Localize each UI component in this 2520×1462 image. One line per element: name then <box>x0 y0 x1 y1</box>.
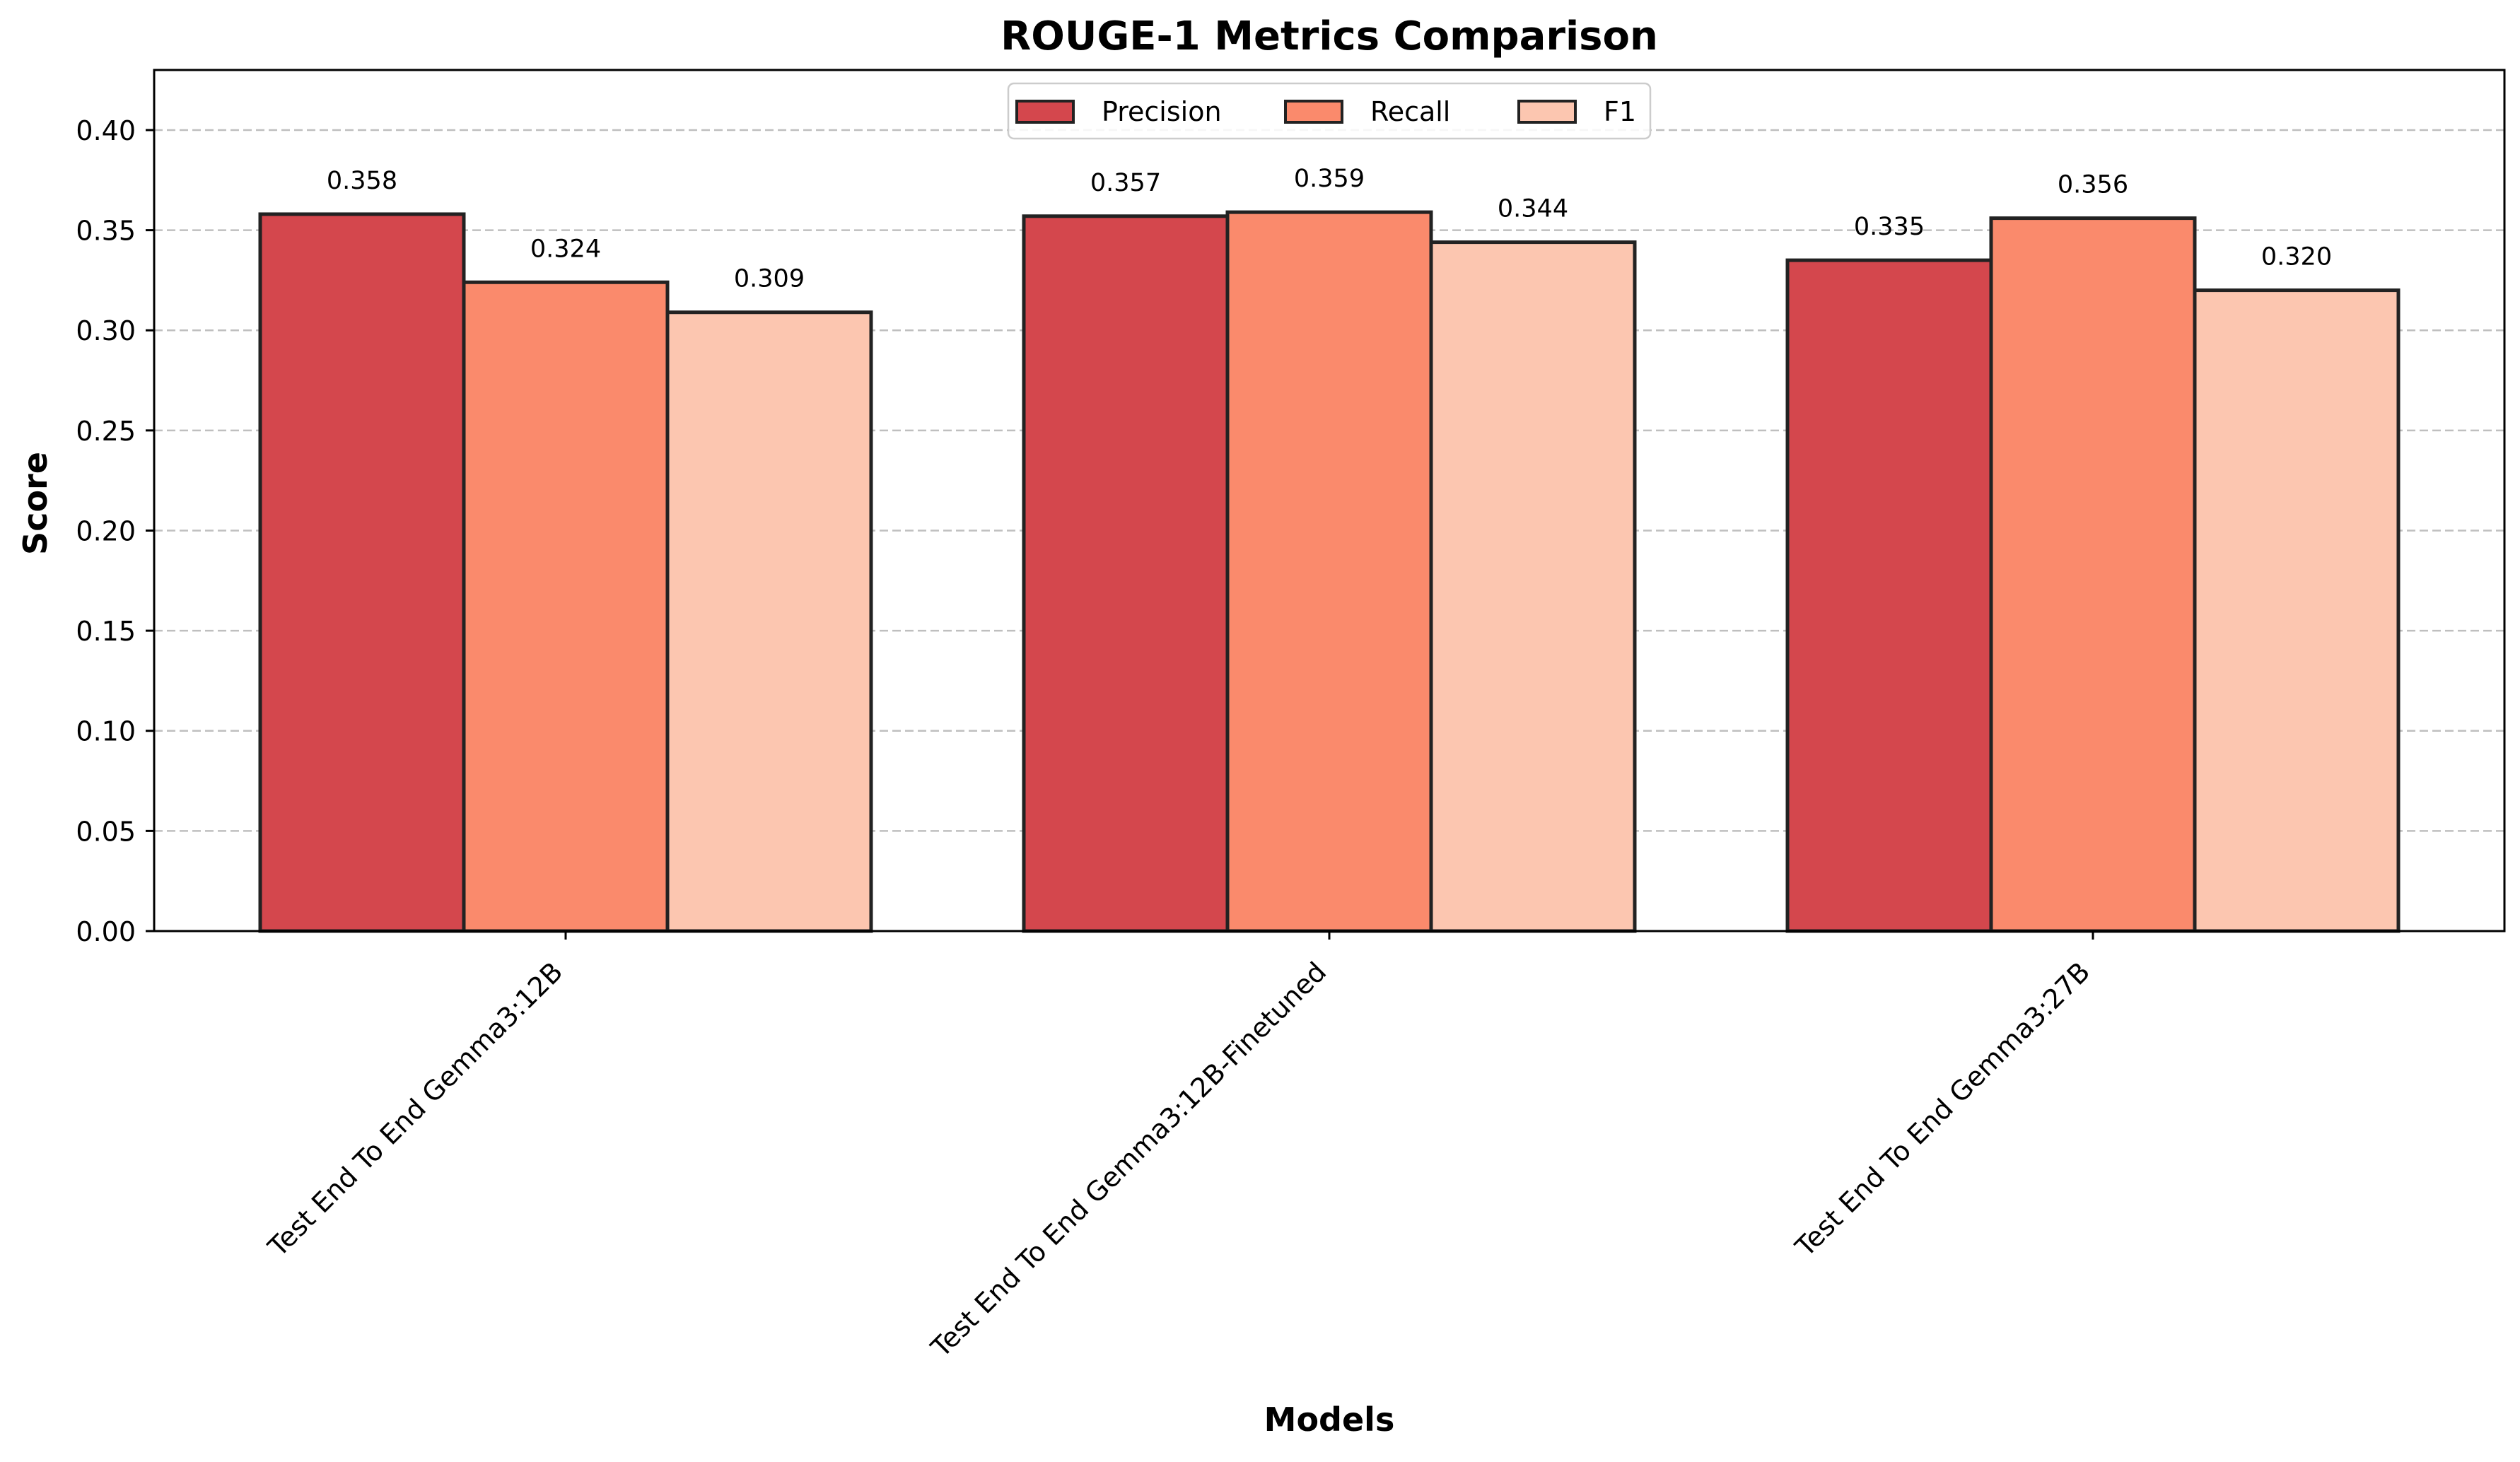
bar-recall-0 <box>462 280 670 933</box>
y-tick-label: 0.20 <box>76 515 136 546</box>
y-axis-title: Score <box>16 452 54 555</box>
bar-precision-2 <box>1785 258 1993 933</box>
y-tick-label: 0.35 <box>76 216 136 247</box>
chart-title: ROUGE-1 Metrics Comparison <box>1001 13 1658 59</box>
x-axis-title: Models <box>1264 1400 1395 1439</box>
y-tick-label: 0.30 <box>76 315 136 346</box>
bar-f1-2 <box>2193 288 2401 933</box>
y-tick-label: 0.10 <box>76 716 136 747</box>
bars-group <box>258 210 2401 933</box>
bar-recall-2 <box>1989 216 2197 933</box>
y-tick-label: 0.40 <box>76 115 136 146</box>
bar-f1-1 <box>1429 240 1637 933</box>
y-tick-label: 0.15 <box>76 616 136 647</box>
legend-swatch-f1 <box>1517 100 1577 124</box>
bar-recall-1 <box>1225 210 1433 933</box>
data-label: 0.358 <box>327 167 397 195</box>
bar-precision-1 <box>1022 214 1230 933</box>
data-label: 0.344 <box>1498 195 1568 223</box>
bar-f1-0 <box>665 310 873 933</box>
data-label: 0.309 <box>734 265 805 293</box>
legend-swatch-recall <box>1284 100 1343 124</box>
data-label: 0.324 <box>530 235 601 263</box>
y-tick-label: 0.00 <box>76 916 136 947</box>
legend-swatch-precision <box>1015 100 1075 124</box>
data-labels-group: 0.358 0.357 0.335 0.324 0.359 0.356 0.309 0.344… <box>327 165 2332 293</box>
data-label: 0.359 <box>1294 165 1365 193</box>
legend-label-precision: Precision <box>1102 96 1222 127</box>
legend: Precision Recall F1 <box>1007 82 1652 140</box>
bar-precision-0 <box>258 212 466 933</box>
data-label: 0.357 <box>1090 169 1161 197</box>
legend-label-recall: Recall <box>1370 96 1450 127</box>
data-label: 0.335 <box>1854 213 1925 241</box>
y-tick-label: 0.05 <box>76 816 136 847</box>
legend-label-f1: F1 <box>1604 96 1636 127</box>
data-label: 0.356 <box>2058 171 2128 199</box>
data-label: 0.320 <box>2261 243 2332 271</box>
y-tick-label: 0.25 <box>76 416 136 447</box>
